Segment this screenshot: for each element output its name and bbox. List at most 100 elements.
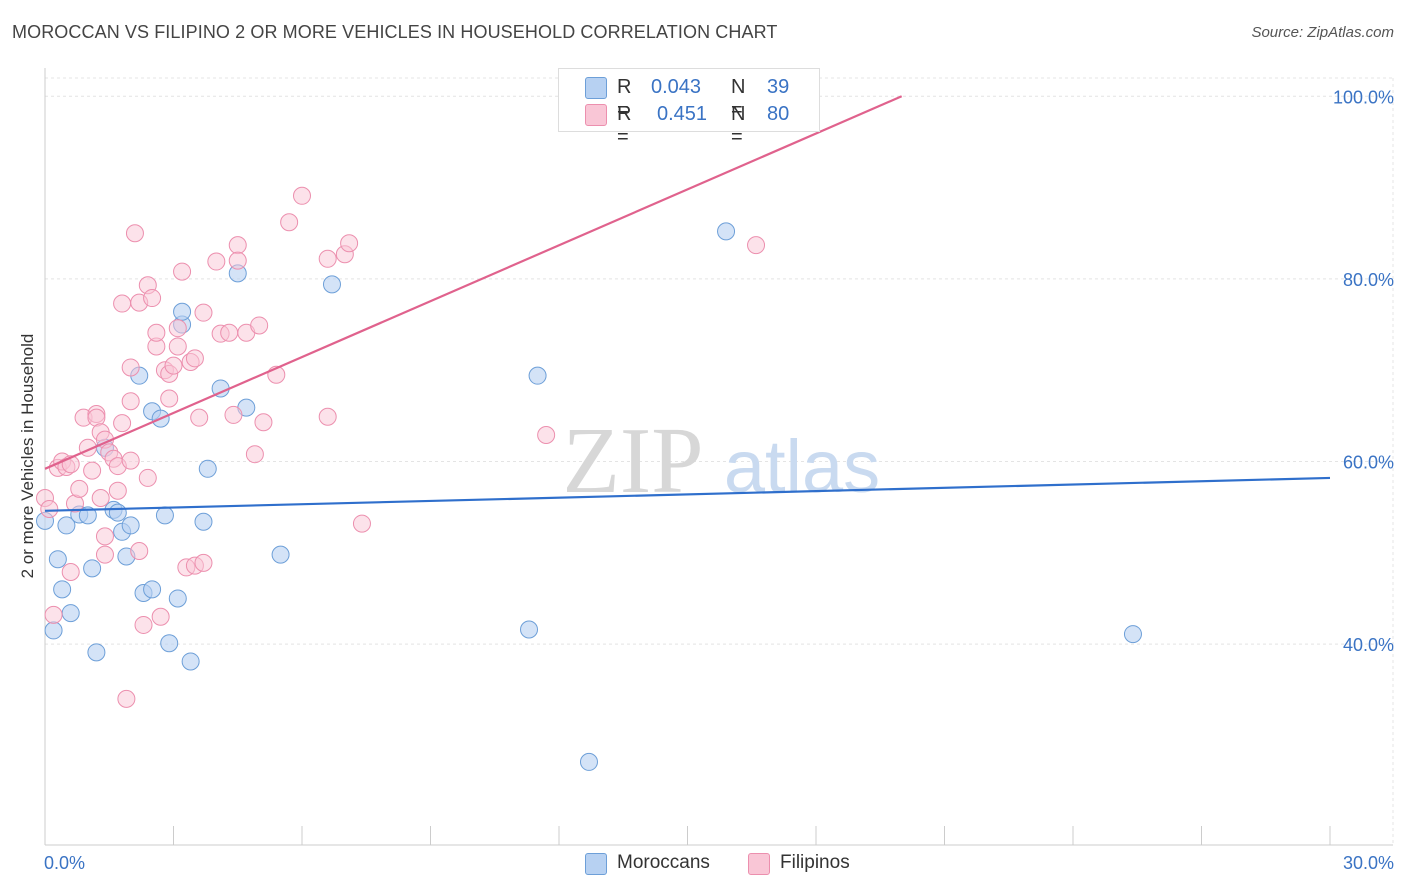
filipino-point [747,236,766,255]
moroccan-point [53,580,72,599]
filipino-point [280,213,299,232]
n-label: N = [731,76,746,121]
n-value: 39 [767,76,790,98]
filipinos-swatch [748,853,770,875]
filipino-point [537,426,556,445]
moroccan-point [61,604,80,623]
filipino-point [134,615,153,634]
filipino-point [151,607,170,626]
moroccan-point [83,559,102,578]
moroccan-point [1123,625,1142,644]
moroccan-point [44,621,63,640]
filipino-point [352,514,371,533]
moroccan-point [181,652,200,671]
filipino-point [194,553,213,572]
filipino-point [40,499,59,518]
filipino-point [228,251,247,270]
x-tick-label: 0.0% [44,853,85,873]
moroccan-point [579,752,598,771]
filipino-point [113,414,132,433]
filipino-point [220,323,239,342]
filipino-point [318,249,337,268]
moroccan-point [160,634,179,653]
r-value: 0.451 [657,103,708,125]
moroccan-point [108,503,127,522]
filipino-point [70,479,89,498]
trend-lines [44,95,1331,512]
filipino-point [185,349,204,368]
filipino-point [250,316,269,335]
filipino-point [61,562,80,581]
tick-labels: 40.0% 60.0% 80.0% 100.0% 0.0% 30.0% [44,87,1394,873]
y-tick-label: 40.0% [1343,635,1394,655]
r-value: 0.043 [651,76,702,98]
filipino-point [190,408,209,427]
moroccan-point [322,275,341,294]
y-tick-label: 100.0% [1333,87,1394,107]
filipino-point [245,445,264,464]
moroccan-point [198,459,217,478]
filipino-point [173,262,192,281]
filipino-point [160,389,179,408]
filipino-point [44,605,63,624]
moroccan-point [168,589,187,608]
filipino-point [224,405,243,424]
filipino-point [168,337,187,356]
filipino-points [36,186,766,708]
moroccan-point [528,366,547,385]
filipino-point [168,319,187,338]
filipino-point [293,186,311,205]
moroccan-point [717,222,736,241]
filipino-point [121,451,140,470]
chart-title: MOROCCAN VS FILIPINO 2 OR MORE VEHICLES … [12,22,778,42]
moroccan-trend-line [44,476,1331,512]
y-tick-label: 80.0% [1343,270,1394,290]
filipino-point [113,294,132,313]
filipino-point [207,252,226,271]
filipino-point [95,545,114,564]
moroccans-swatch [585,853,607,875]
filipino-point [138,468,157,487]
filipinos-label: Filipinos [780,852,850,873]
filipino-point [130,541,149,560]
r-label: R = [617,76,632,121]
filipino-trend-line [44,95,903,470]
filipino-point [340,234,359,253]
filipino-point [194,303,213,322]
moroccan-point [87,643,106,662]
filipino-swatch [585,104,607,126]
stats-legend: R = 0.043 N = 39 R = 0.451 N = 80 [558,68,820,148]
gridlines [45,77,1394,845]
filipino-point [117,689,136,708]
moroccans-label: Moroccans [617,852,710,873]
r-label: R = [617,103,632,148]
watermark-atlas: atlas [724,425,880,508]
moroccan-point [78,506,97,525]
moroccan-point [173,302,192,321]
moroccan-point [194,512,213,531]
filipino-point [125,224,144,243]
filipino-point [108,481,127,500]
filipino-point [147,323,166,342]
moroccan-point [520,620,539,639]
y-tick-label: 60.0% [1343,453,1394,473]
x-tick-label: 30.0% [1343,853,1394,873]
filipino-point [318,407,337,426]
moroccan-point [155,506,174,525]
filipino-point [95,527,114,546]
source-label: Source: ZipAtlas.com [1251,24,1394,41]
filipino-point [164,356,183,375]
filipino-point [121,358,140,377]
moroccan-point [143,580,162,599]
filipino-point [121,392,140,411]
filipino-point [228,236,247,255]
moroccan-swatch [585,77,607,99]
moroccan-point [57,516,76,535]
filipino-point [91,489,110,508]
moroccan-point [121,516,140,535]
moroccan-point [271,545,290,564]
filipino-point [83,461,102,480]
axes [44,68,1393,846]
n-value: 80 [767,103,790,125]
